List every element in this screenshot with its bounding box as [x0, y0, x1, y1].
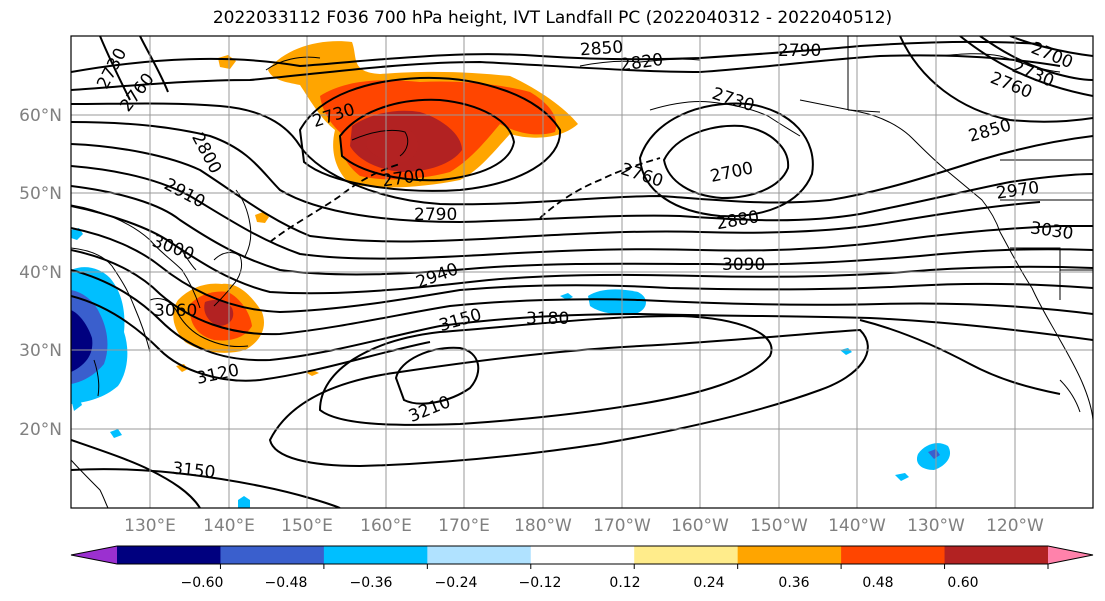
colorbar-tick-label: 0.36: [778, 575, 809, 591]
graticule: [71, 36, 1093, 508]
contour-label: 3090: [722, 255, 765, 275]
colorbar-segment: [323, 546, 428, 564]
colorbar-tick-label: −0.48: [265, 575, 308, 591]
latitude-labels: 60°N 50°N 40°N 30°N 20°N: [19, 106, 62, 440]
lat-label: 50°N: [19, 184, 62, 204]
lon-label: 150°W: [750, 516, 808, 536]
colorbar-segment: [427, 546, 532, 564]
lon-label: 180°W: [514, 516, 572, 536]
colorbar-segment: [737, 546, 842, 564]
colorbar-tick-label: 0.48: [862, 575, 893, 591]
colorbar-segment: [117, 546, 221, 564]
lon-label: 170°E: [438, 516, 490, 536]
contour-label: 2850: [579, 37, 624, 60]
lon-label: 160°E: [360, 516, 412, 536]
lat-label: 20°N: [19, 420, 62, 440]
colorbar-segment: [634, 546, 739, 564]
colorbar-extend-min: [71, 546, 117, 564]
colorbar-tick-label: 0.60: [947, 575, 978, 591]
lon-label: 130°W: [907, 516, 965, 536]
colorbar-outline: [70, 545, 1094, 565]
trough-axis: [269, 163, 401, 243]
lon-label: 170°W: [593, 516, 651, 536]
colorbar-segment: [530, 546, 635, 564]
colorbar-tick-label: −0.36: [350, 575, 393, 591]
lon-label: 130°E: [124, 516, 176, 536]
longitude-labels: 130°E 140°E 150°E 160°E 170°E 180°W 170°…: [124, 516, 1044, 536]
colorbar-tick-label: −0.60: [181, 575, 224, 591]
lon-label: 120°W: [986, 516, 1044, 536]
colorbar-tick-label: −0.24: [435, 575, 478, 591]
lat-label: 40°N: [19, 263, 62, 283]
colorbar-segment: [944, 546, 1049, 564]
colorbar-tick-label: 0.24: [693, 575, 724, 591]
map-title: 2022033112 F036 700 hPa height, IVT Land…: [212, 8, 893, 28]
lon-label: 160°W: [671, 516, 729, 536]
colorbar-extend-max: [1048, 546, 1093, 564]
lat-label: 30°N: [19, 341, 62, 361]
colorbar-segments: [70, 545, 1094, 569]
colorbar-segment: [841, 546, 946, 564]
colorbar-segment: [220, 546, 325, 564]
map-area: 2730 2760 2850 2820 2790 2700 2730 2760 …: [71, 36, 1093, 508]
contour-label: 3180: [526, 309, 569, 329]
contour-label: 2790: [414, 205, 457, 225]
ivt-negative-shading: [71, 228, 951, 508]
contour-label: 3150: [171, 459, 216, 483]
lon-label: 140°E: [203, 516, 255, 536]
lon-label: 140°W: [828, 516, 886, 536]
trough-axis-east: [539, 157, 661, 219]
colorbar-tick-label: 0.12: [609, 575, 640, 591]
height-contours: [71, 36, 1093, 508]
lat-label: 60°N: [19, 106, 62, 126]
colorbar-tick-label: −0.12: [519, 575, 562, 591]
colorbar: −0.60 −0.48 −0.36 −0.24 −0.12 0.12 0.24 …: [70, 545, 1094, 591]
contour-label: 3060: [154, 301, 197, 321]
colorbar-tick-labels: −0.60 −0.48 −0.36 −0.24 −0.12 0.12 0.24 …: [181, 575, 979, 591]
lon-label: 150°E: [281, 516, 333, 536]
map-frame: [70, 35, 1094, 509]
contour-label: 2790: [778, 41, 821, 61]
ivt-positive-shading: [173, 41, 578, 376]
